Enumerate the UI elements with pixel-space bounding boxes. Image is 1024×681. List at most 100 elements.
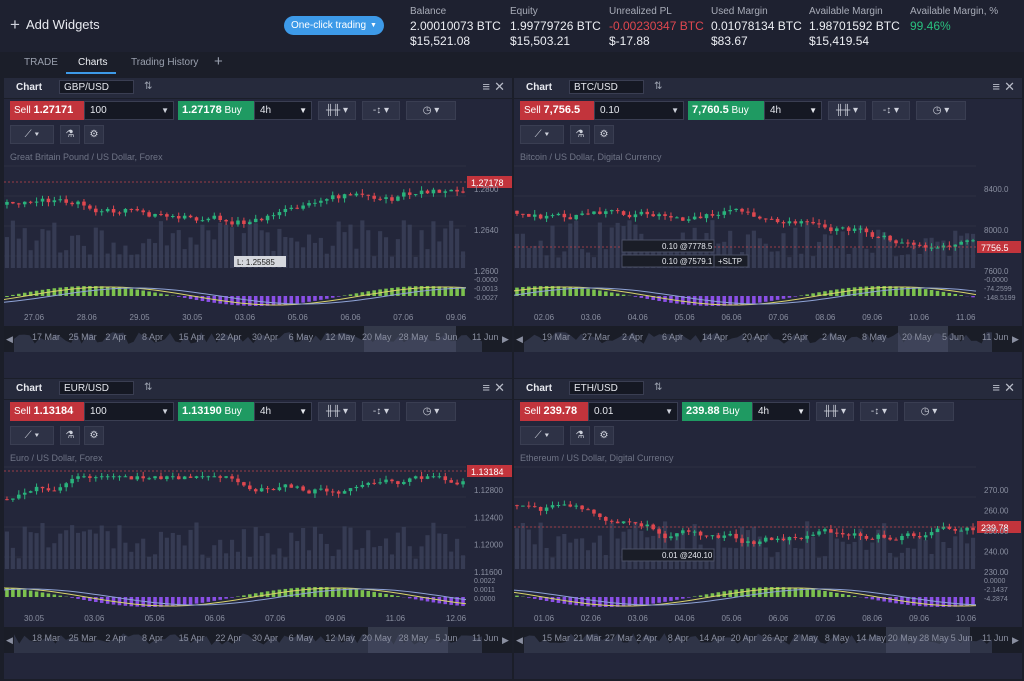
settings-button[interactable]: ⚙ <box>84 426 104 445</box>
order-tag[interactable] <box>621 548 715 562</box>
candle <box>787 221 792 224</box>
settings-button[interactable]: ⚙ <box>84 125 104 144</box>
buy-button[interactable]: 1.13190 Buy <box>178 402 256 421</box>
oscillator-bar <box>858 286 863 296</box>
nav-right-arrow[interactable]: ▶ <box>502 334 509 344</box>
sell-button[interactable]: Sell 239.78 <box>520 402 592 421</box>
indicator-button[interactable]: -↕ ▾ <box>860 402 898 421</box>
symbol-input[interactable]: ETH/USD <box>569 381 644 395</box>
buy-button[interactable]: 239.88 Buy <box>682 402 754 421</box>
link-icon[interactable]: ⇅ <box>144 382 153 393</box>
price-chart[interactable]: Euro / US Dollar, Forex 1.13184 1.12800 1.1… <box>4 449 512 655</box>
close-icon[interactable]: ✕ <box>494 380 505 395</box>
nav-right-arrow[interactable]: ▶ <box>1012 334 1019 344</box>
timeframe-select[interactable]: 4h ▼ <box>752 402 810 421</box>
indicator-button[interactable]: -↕ ▾ <box>362 101 400 120</box>
draw-line-button[interactable]: ⟋ ▾ <box>520 125 564 144</box>
price-chart[interactable]: Ethereum / US Dollar, Digital Currency 23… <box>514 449 1022 655</box>
candle <box>425 476 430 479</box>
tab-charts[interactable]: Charts <box>78 57 108 68</box>
timeframe-select[interactable]: 4h ▼ <box>254 101 312 120</box>
link-icon[interactable]: ⇅ <box>654 382 663 393</box>
studies-button[interactable]: ⚗ <box>60 125 80 144</box>
chart-type-button[interactable]: ╫╫ ▾ <box>318 402 356 421</box>
oscillator-bar <box>598 290 602 296</box>
quantity-input[interactable]: 100 ▼ <box>84 402 174 421</box>
navigator-window[interactable] <box>898 326 948 352</box>
add-tab-icon[interactable]: + <box>214 53 223 70</box>
price-chart[interactable]: Bitcoin / US Dollar, Digital Currency 775… <box>514 148 1022 354</box>
buy-button[interactable]: 7,760.5 Buy <box>688 101 766 120</box>
close-icon[interactable]: ✕ <box>494 79 505 94</box>
candle <box>917 536 922 538</box>
oscillator-bar <box>159 597 163 607</box>
time-button[interactable]: ◷ ▾ <box>916 101 966 120</box>
draw-line-button[interactable]: ⟋ ▾ <box>520 426 564 445</box>
menu-icon[interactable]: ≡ <box>482 380 490 395</box>
time-button[interactable]: ◷ ▾ <box>406 101 456 120</box>
indicator-button[interactable]: -↕ ▾ <box>362 402 400 421</box>
settings-button[interactable]: ⚙ <box>594 125 614 144</box>
one-click-trading-toggle[interactable]: One-click trading ▼ <box>284 16 384 35</box>
settings-button[interactable]: ⚙ <box>594 426 614 445</box>
link-icon[interactable]: ⇅ <box>654 81 663 92</box>
time-button[interactable]: ◷ ▾ <box>904 402 954 421</box>
oscillator-bar <box>431 597 436 603</box>
indicator-button[interactable]: -↕ ▾ <box>872 101 910 120</box>
nav-left-arrow[interactable]: ◀ <box>516 334 523 344</box>
candle <box>46 198 51 203</box>
candle <box>218 215 222 221</box>
nav-left-arrow[interactable]: ◀ <box>6 635 13 645</box>
menu-icon[interactable]: ≡ <box>482 79 490 94</box>
timeframe-select[interactable]: 4h ▼ <box>764 101 822 120</box>
nav-right-arrow[interactable]: ▶ <box>1012 635 1019 645</box>
add-widgets-button[interactable]: + Add Widgets <box>10 16 100 33</box>
price-axis-label: 270.00 <box>984 486 1009 495</box>
volume-bar <box>218 222 223 268</box>
candle <box>384 197 388 199</box>
buy-button[interactable]: 1.27178 Buy <box>178 101 256 120</box>
sell-button[interactable]: Sell 1.13184 <box>10 402 88 421</box>
price-chart[interactable]: Great Britain Pound / US Dollar, Forex 1.… <box>4 148 512 354</box>
current-price-badge <box>467 176 512 188</box>
symbol-input[interactable]: GBP/USD <box>59 80 134 94</box>
quantity-input[interactable]: 100 ▼ <box>84 101 174 120</box>
chart-type-button[interactable]: ╫╫ ▾ <box>828 101 866 120</box>
time-button[interactable]: ◷ ▾ <box>406 402 456 421</box>
symbol-input[interactable]: BTC/USD <box>569 80 644 94</box>
draw-line-button[interactable]: ⟋ ▾ <box>10 125 54 144</box>
volume-bar <box>64 250 69 268</box>
studies-button[interactable]: ⚗ <box>60 426 80 445</box>
tab-trading-history[interactable]: Trading History <box>131 57 199 68</box>
date-axis-label: 08.06 <box>862 614 883 623</box>
nav-left-arrow[interactable]: ◀ <box>6 334 13 344</box>
order-tag[interactable] <box>713 254 749 268</box>
sell-button[interactable]: Sell 7,756.5 <box>520 101 598 120</box>
navigator-window[interactable] <box>364 326 456 352</box>
navigator-window[interactable] <box>368 627 448 653</box>
quantity-input[interactable]: 0.01 ▼ <box>588 402 678 421</box>
candle <box>846 227 851 231</box>
link-icon[interactable]: ⇅ <box>144 81 153 92</box>
menu-icon[interactable]: ≡ <box>992 79 1000 94</box>
sell-button[interactable]: Sell 1.27171 <box>10 101 88 120</box>
nav-right-arrow[interactable]: ▶ <box>502 635 509 645</box>
close-icon[interactable]: ✕ <box>1004 79 1015 94</box>
volume-bar <box>253 527 258 569</box>
order-tag[interactable] <box>621 239 715 253</box>
nav-left-arrow[interactable]: ◀ <box>516 635 523 645</box>
timeframe-select[interactable]: 4h ▼ <box>254 402 312 421</box>
candle <box>527 213 531 217</box>
studies-button[interactable]: ⚗ <box>570 426 590 445</box>
close-icon[interactable]: ✕ <box>1004 380 1015 395</box>
chart-type-button[interactable]: ╫╫ ▾ <box>816 402 854 421</box>
draw-line-button[interactable]: ⟋ ▾ <box>10 426 54 445</box>
trendline-icon: ⟋ <box>534 430 542 441</box>
studies-button[interactable]: ⚗ <box>570 125 590 144</box>
chart-type-button[interactable]: ╫╫ ▾ <box>318 101 356 120</box>
symbol-input[interactable]: EUR/USD <box>59 381 134 395</box>
navigator-window[interactable] <box>886 627 970 653</box>
tab-trade[interactable]: TRADE <box>24 57 58 68</box>
menu-icon[interactable]: ≡ <box>992 380 1000 395</box>
quantity-input[interactable]: 0.10 ▼ <box>594 101 684 120</box>
